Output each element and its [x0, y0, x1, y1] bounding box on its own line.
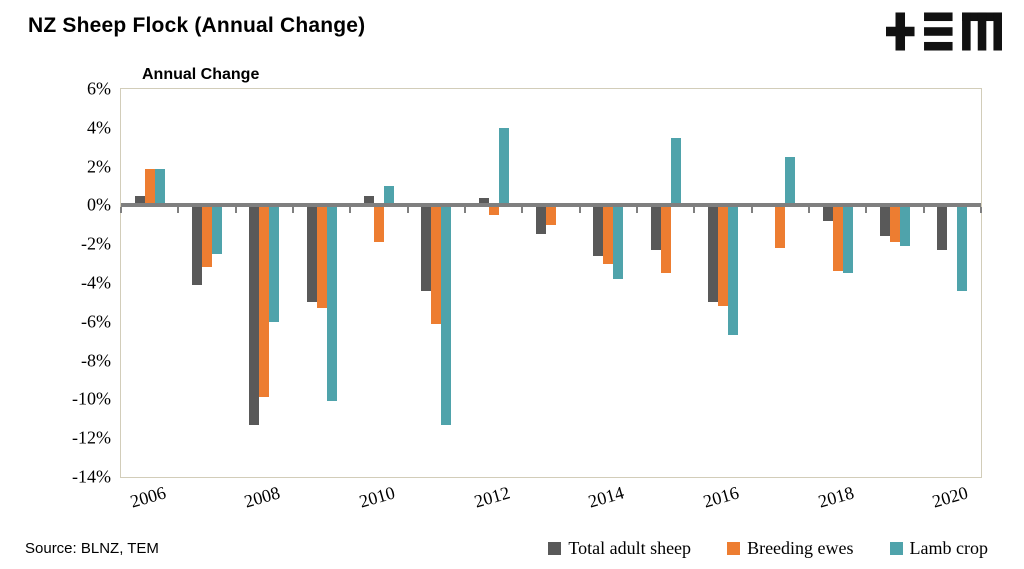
bar-breeding-ewes-2008	[259, 205, 270, 398]
bar-total-adult-sheep-2013	[536, 205, 546, 235]
bar-lamb-crop-2019	[900, 205, 910, 247]
bar-total-adult-sheep-2019	[880, 205, 890, 237]
y-tick-label: -10%	[72, 388, 111, 409]
bar-lamb-crop-2011	[441, 205, 452, 425]
x-axis-tick	[521, 207, 524, 214]
x-axis-tick	[292, 207, 294, 214]
bar-total-adult-sheep-2016	[708, 205, 718, 303]
x-axis-tick	[578, 207, 581, 214]
bar-lamb-crop-2009	[326, 205, 337, 402]
bar-breeding-ewes-2011	[431, 205, 442, 324]
legend-item-lamb-crop: Lamb crop	[889, 538, 988, 559]
legend-item-breeding-ewes: Breeding ewes	[727, 538, 854, 559]
y-tick-label: -4%	[81, 272, 111, 293]
bar-total-adult-sheep-2007	[192, 205, 202, 285]
bar-total-adult-sheep-2009	[306, 205, 317, 303]
bar-breeding-ewes-2016	[718, 205, 728, 307]
x-axis-tick	[808, 207, 810, 214]
bar-lamb-crop-2012	[498, 127, 509, 206]
bar-lamb-crop-2014	[613, 205, 624, 280]
bar-total-adult-sheep-2012	[478, 197, 489, 206]
legend-label: Total adult sheep	[568, 538, 692, 558]
x-axis-tick	[120, 207, 122, 214]
bar-breeding-ewes-2006	[144, 168, 155, 206]
bar-total-adult-sheep-2010	[364, 195, 374, 206]
bar-breeding-ewes-2009	[316, 205, 327, 309]
x-axis-tick	[980, 207, 982, 214]
y-tick-label: 0%	[87, 194, 111, 215]
bar-breeding-ewes-2010	[374, 205, 384, 243]
bar-lamb-crop-2007	[212, 205, 222, 254]
bar-total-adult-sheep-2018	[822, 205, 833, 221]
legend-swatch	[727, 542, 741, 555]
x-tick-label: 2008	[242, 482, 283, 512]
page-title: NZ Sheep Flock (Annual Change)	[28, 14, 366, 37]
bar-total-adult-sheep-2006	[134, 195, 145, 206]
bar-lamb-crop-2015	[670, 137, 681, 206]
y-tick-label: -8%	[81, 350, 111, 371]
bar-lamb-crop-2016	[728, 205, 738, 336]
bar-breeding-ewes-2014	[603, 205, 614, 264]
bar-lamb-crop-2018	[842, 205, 853, 274]
x-tick-label: 2016	[701, 482, 742, 512]
bar-breeding-ewes-2019	[890, 205, 900, 243]
y-tick-label: -2%	[81, 233, 111, 254]
plot-area: 6% 4% 2% 0% -2% -4% -6% -8% -10% -12% -14% 2006 2008…	[72, 79, 982, 512]
x-tick-label: 2020	[930, 482, 971, 512]
bar-breeding-ewes-2017	[775, 205, 786, 249]
x-tick-label: 2006	[127, 482, 168, 512]
x-axis-tick	[636, 207, 638, 214]
bar-breeding-ewes-2013	[546, 205, 556, 225]
source-note: Source: BLNZ, TEM	[25, 540, 159, 557]
bar-lamb-crop-2006	[154, 168, 165, 206]
bar-total-adult-sheep-2014	[593, 205, 604, 256]
x-axis-tick	[922, 207, 925, 214]
x-tick-label: 2014	[586, 482, 627, 512]
bar-lamb-crop-2020	[957, 205, 968, 291]
y-tick-label: -14%	[72, 466, 111, 487]
y-tick-label: -6%	[81, 311, 111, 332]
x-tick-label: 2018	[815, 482, 856, 512]
bar-lamb-crop-2017	[785, 156, 796, 206]
bar-total-adult-sheep-2015	[650, 205, 661, 250]
bar-breeding-ewes-2018	[832, 205, 843, 272]
legend-item-total-adult-sheep: Total adult sheep	[548, 538, 691, 559]
legend-swatch	[889, 542, 903, 555]
bar-breeding-ewes-2012	[488, 205, 499, 216]
y-tick-label: 6%	[87, 78, 111, 99]
x-axis-tick	[406, 207, 409, 214]
x-axis-tick	[464, 207, 466, 214]
bar-lamb-crop-2010	[384, 186, 394, 206]
legend-label: Breeding ewes	[747, 538, 854, 558]
x-axis-tick	[177, 207, 180, 214]
x-axis-tick	[865, 207, 868, 214]
x-axis-tick	[349, 207, 352, 214]
x-tick-label: 2012	[471, 482, 512, 512]
bar-total-adult-sheep-2011	[421, 205, 432, 291]
chart-inner-title: Annual Change	[142, 66, 260, 83]
y-tick-label: -12%	[72, 427, 111, 448]
legend-label: Lamb crop	[909, 538, 988, 558]
y-tick-label: 2%	[87, 156, 111, 177]
legend-swatch	[548, 542, 562, 555]
bar-total-adult-sheep-2020	[937, 205, 948, 250]
x-axis-tick	[234, 207, 237, 214]
x-axis-tick	[750, 207, 753, 214]
x-axis-tick	[693, 207, 696, 214]
bar-lamb-crop-2008	[269, 205, 280, 322]
x-tick-label: 2010	[357, 482, 398, 512]
bar-breeding-ewes-2015	[660, 205, 671, 274]
bar-breeding-ewes-2007	[202, 205, 212, 268]
zero-axis-line	[121, 203, 981, 208]
tem-logo	[886, 12, 1002, 51]
y-tick-label: 4%	[87, 117, 111, 138]
legend: Total adult sheep Breeding ewes Lamb crop	[548, 538, 988, 559]
bar-total-adult-sheep-2008	[249, 205, 260, 425]
